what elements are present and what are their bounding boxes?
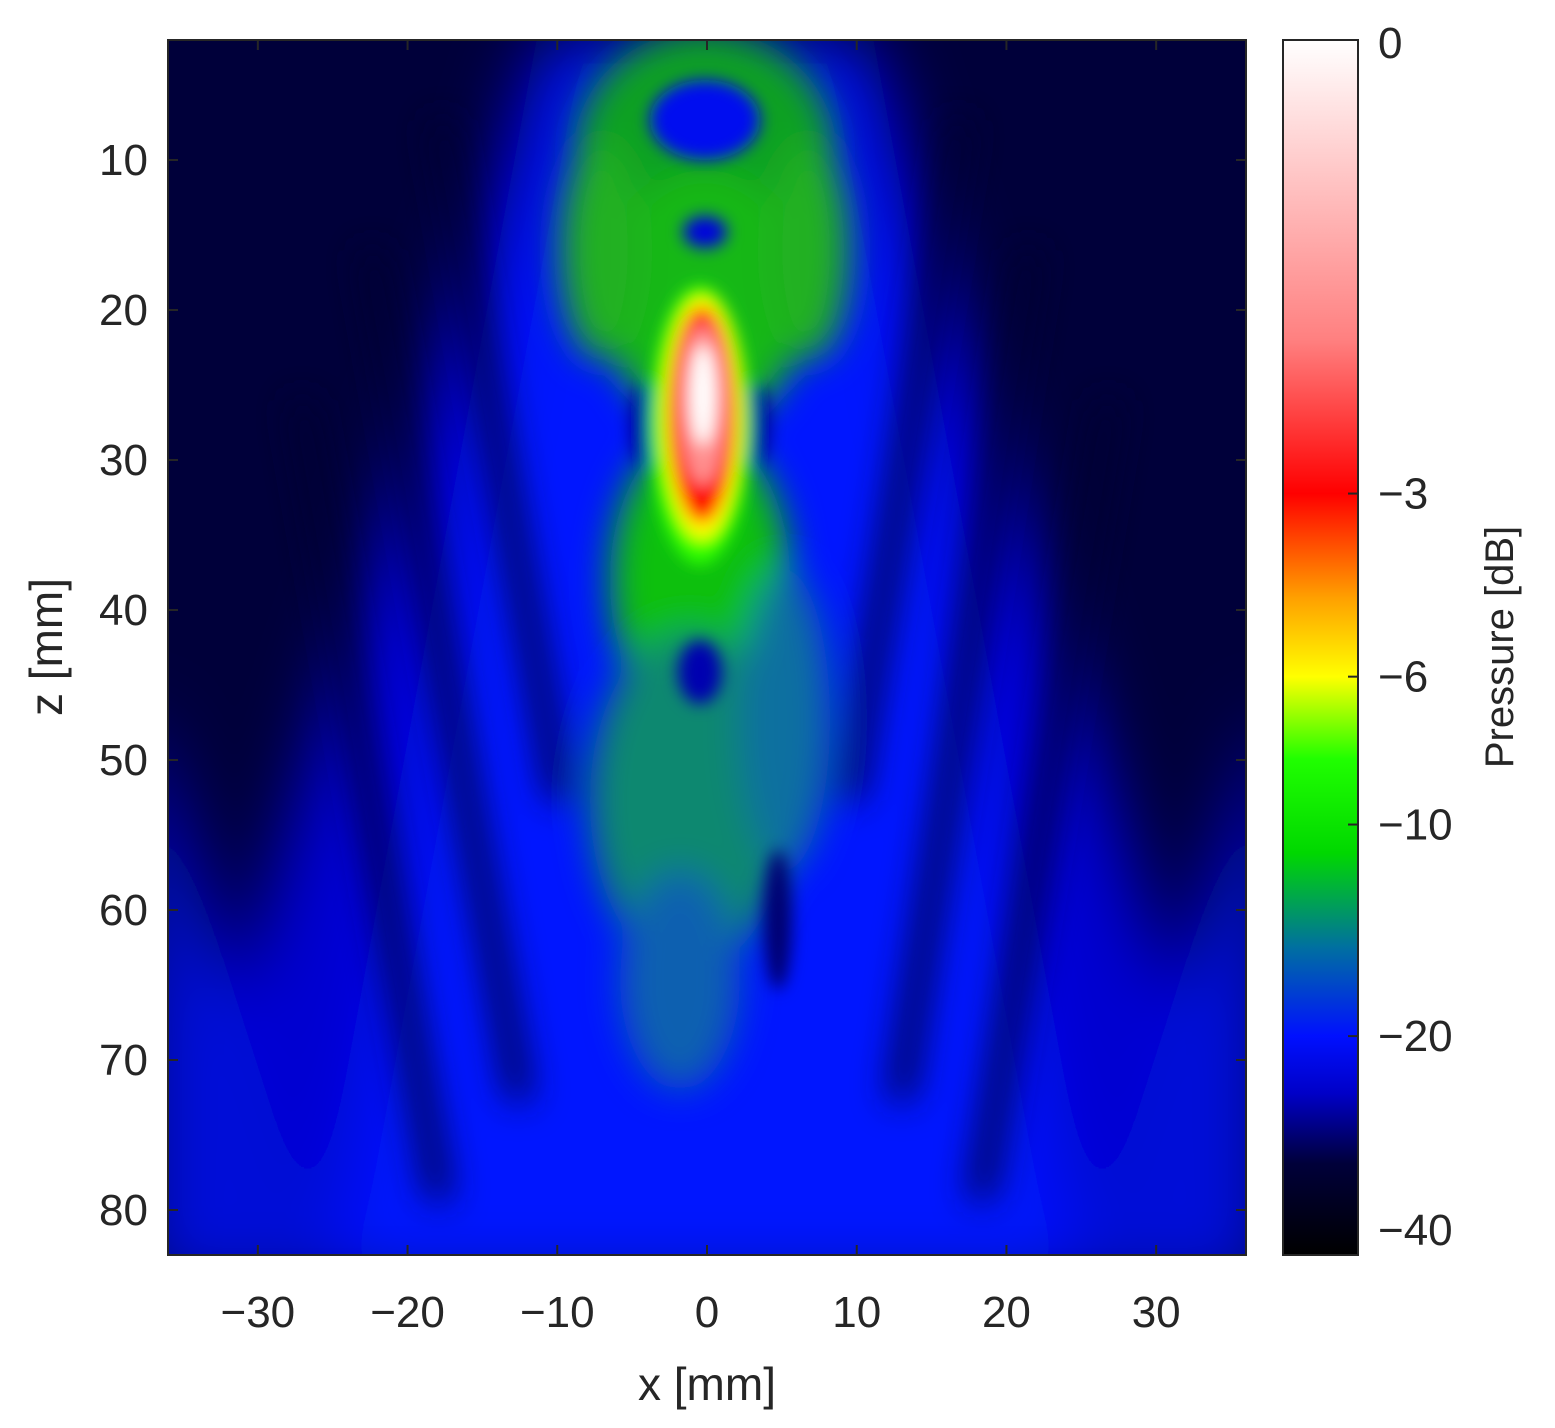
y-tick-label: 30 bbox=[99, 436, 148, 485]
x-axis-ticks: −30 −20 −10 0 10 20 30 bbox=[221, 40, 1181, 1337]
y-tick-label: 10 bbox=[99, 136, 148, 185]
y-axis-ticks: 10 20 30 40 50 60 70 80 bbox=[99, 136, 1246, 1235]
colorbar-tick-label: 0 bbox=[1378, 19, 1402, 68]
y-tick-label: 40 bbox=[99, 586, 148, 635]
y-tick-label: 80 bbox=[99, 1186, 148, 1235]
x-axis-label: x [mm] bbox=[638, 1358, 776, 1410]
x-tick-label: 10 bbox=[832, 1288, 881, 1337]
colorbar-label: Pressure [dB] bbox=[1478, 526, 1522, 768]
x-tick-label: −30 bbox=[221, 1288, 296, 1337]
x-tick-label: 30 bbox=[1132, 1288, 1181, 1337]
y-tick-label: 60 bbox=[99, 886, 148, 935]
colorbar-tick-label: −6 bbox=[1378, 653, 1428, 702]
x-tick-label: 20 bbox=[982, 1288, 1031, 1337]
y-tick-label: 70 bbox=[99, 1036, 148, 1085]
y-tick-label: 50 bbox=[99, 736, 148, 785]
y-axis-label: z [mm] bbox=[20, 578, 72, 716]
colorbar-tick-label: −3 bbox=[1378, 470, 1428, 519]
y-tick-label: 20 bbox=[99, 286, 148, 335]
colorbar-tick-label: −40 bbox=[1378, 1206, 1453, 1255]
colorbar bbox=[1282, 39, 1359, 1256]
colorbar-tick-label: −10 bbox=[1378, 801, 1453, 850]
colorbar-tick-label: −20 bbox=[1378, 1012, 1453, 1061]
x-tick-label: 0 bbox=[695, 1288, 719, 1337]
colorbar-ticks: 0 −3 −6 −10 −20 −40 bbox=[1348, 19, 1453, 1256]
x-tick-label: −20 bbox=[370, 1288, 445, 1337]
x-tick-label: −10 bbox=[520, 1288, 595, 1337]
heatmap-image bbox=[168, 40, 1246, 1255]
